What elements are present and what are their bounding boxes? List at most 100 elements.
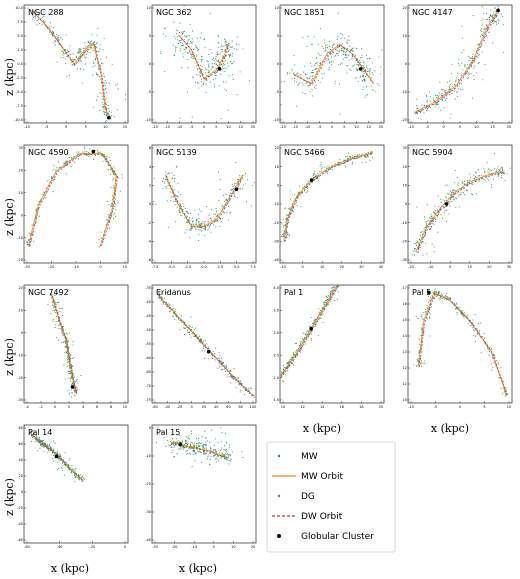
mw-particle [483, 333, 485, 335]
plot-frame-ngc-4147 [407, 4, 513, 124]
mw-particle [170, 310, 172, 312]
dg-particle [467, 317, 469, 319]
mw-particle [227, 219, 229, 221]
dg-particle [94, 154, 97, 156]
mw-particle [99, 109, 101, 111]
x-tick-label: -5.0 [168, 265, 175, 269]
mw-particle [108, 82, 110, 84]
mw-particle [421, 314, 423, 316]
dg-particle [204, 38, 206, 40]
mw-particle [71, 464, 73, 467]
dg-particle [346, 56, 348, 58]
mw-particle [337, 36, 339, 38]
dg-particle [338, 285, 340, 287]
dg-particle [317, 43, 320, 45]
dg-particle [422, 318, 424, 320]
x-tick-label: 0 [443, 125, 445, 129]
dg-particle [448, 87, 450, 89]
dg-particle [36, 440, 38, 442]
dg-particle [486, 162, 488, 164]
dg-particle [445, 90, 447, 92]
dg-particle [41, 444, 43, 446]
mw-particle [444, 200, 446, 202]
mw-particle [470, 325, 472, 327]
y-tick-label: 16 [403, 302, 407, 306]
x-tick-label: -4 [25, 405, 29, 409]
dg-particle [73, 58, 75, 61]
dg-particle [221, 362, 223, 364]
dg-particle [233, 368, 235, 370]
dg-particle [192, 57, 194, 59]
dg-particle [108, 215, 110, 217]
dg-particle [330, 290, 332, 292]
mw-particle [207, 61, 209, 63]
mw-particle [97, 95, 99, 97]
mw-particle [99, 246, 101, 248]
dg-particle [199, 71, 201, 73]
mw-particle [85, 154, 87, 156]
dg-particle [84, 146, 86, 148]
dg-particle [39, 22, 41, 25]
mw-particle [213, 449, 215, 451]
dg-particle [239, 175, 241, 177]
mw-particle [343, 54, 345, 56]
dg-particle [171, 451, 173, 454]
mw-particle [430, 214, 432, 216]
mw-particle [101, 62, 103, 64]
dg-particle [195, 437, 197, 439]
mw-particle [236, 36, 238, 38]
mw-particle [452, 190, 454, 192]
dg-particle [56, 315, 58, 317]
mw-particle [478, 54, 480, 56]
mw-particle [339, 164, 341, 166]
dg-particle [328, 295, 330, 297]
dg-particle [483, 337, 485, 339]
plot-area-pal-1 [280, 285, 343, 385]
dg-particle [302, 82, 304, 84]
dw-orbit-line-ngc-7492 [52, 295, 78, 395]
dg-particle [228, 44, 230, 46]
dg-particle [327, 55, 329, 57]
dg-particle [201, 442, 203, 444]
dg-particle [429, 335, 431, 337]
dg-particle [506, 173, 508, 175]
dg-particle [438, 107, 440, 109]
mw-particle [75, 55, 77, 57]
dg-particle [80, 68, 82, 70]
dg-particle [456, 95, 458, 98]
mw-particle [366, 58, 368, 60]
mw-particle [334, 80, 336, 82]
mw-particle [111, 204, 113, 206]
dg-particle [434, 205, 436, 207]
dg-particle [438, 214, 440, 216]
mw-particle [104, 114, 106, 116]
dg-particle [505, 389, 507, 391]
dg-particle [488, 354, 490, 356]
x-tick-label: 0 [65, 125, 67, 129]
mw-particle [56, 336, 58, 338]
dg-particle [188, 437, 190, 439]
dg-particle [174, 193, 176, 195]
mw-particle [220, 456, 222, 458]
dg-particle [218, 454, 220, 456]
dg-particle [476, 329, 478, 331]
y-tick-label: 10 [403, 184, 407, 188]
dg-particle [458, 58, 460, 60]
x-tick-label: 5 [343, 125, 345, 129]
mw-particle [453, 199, 455, 201]
mw-particle [351, 162, 353, 164]
mw-particle [225, 366, 227, 368]
dg-particle [219, 360, 221, 362]
dg-particle [228, 75, 230, 77]
mw-particle [189, 52, 191, 54]
mw-particle [89, 41, 91, 43]
dg-particle [417, 361, 419, 363]
dg-particle [173, 188, 175, 191]
dg-particle [315, 87, 317, 89]
mw-particle [296, 354, 298, 357]
mw-particle [253, 394, 255, 397]
mw-particle [153, 201, 155, 203]
mw-particle [39, 444, 41, 446]
mw-particle [492, 42, 494, 44]
mw-particle [350, 49, 352, 51]
